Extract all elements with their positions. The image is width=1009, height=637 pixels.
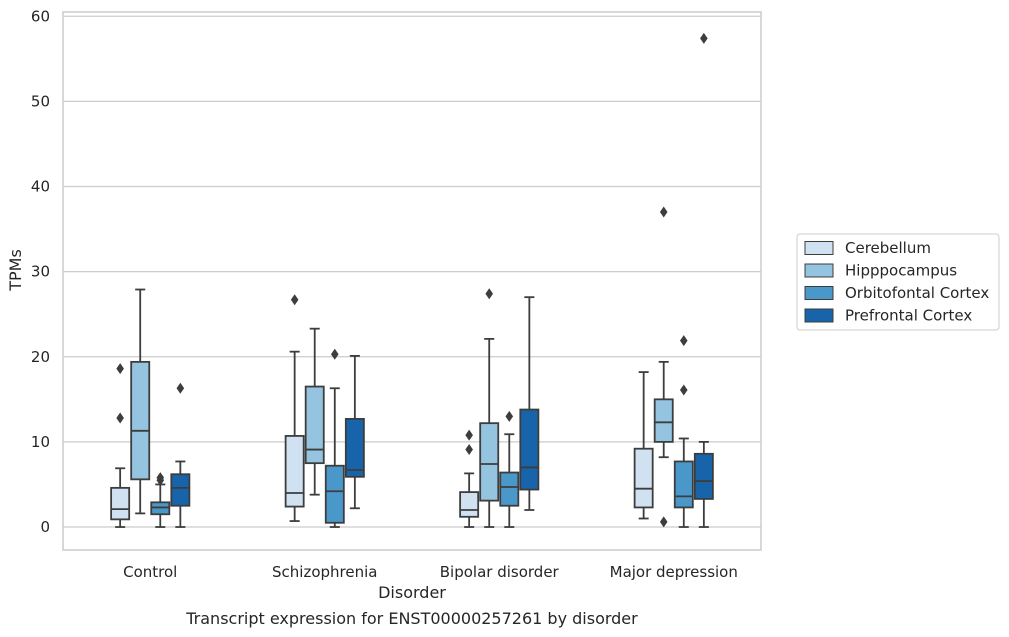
box-body xyxy=(653,398,674,443)
series-0 xyxy=(110,294,654,528)
y-tick-label-50: 50 xyxy=(31,92,50,110)
legend-label-3: Prefrontal Cortex xyxy=(845,307,972,325)
box-2-0 xyxy=(150,472,171,528)
box-3-1 xyxy=(344,355,365,510)
outlier-1 xyxy=(116,363,124,375)
x-tick-label-3: Major depression xyxy=(610,563,738,581)
x-tick-label-0: Control xyxy=(123,563,177,581)
box-body xyxy=(459,491,480,518)
series-1 xyxy=(130,206,674,528)
outlier-0 xyxy=(290,294,299,306)
box-body xyxy=(324,464,345,524)
box-3-2 xyxy=(519,296,540,511)
legend-swatch-1 xyxy=(804,263,834,278)
box-body xyxy=(499,471,520,507)
legend-label-1: Hipppocampus xyxy=(845,262,957,280)
box-2-2 xyxy=(499,410,520,528)
box-body xyxy=(130,360,151,481)
y-tick-label-30: 30 xyxy=(31,263,50,281)
box-1-3 xyxy=(653,206,674,528)
box-body xyxy=(304,385,325,465)
box-0-1 xyxy=(284,294,305,522)
y-tick-label-10: 10 xyxy=(31,433,50,451)
box-series xyxy=(110,32,714,528)
legend-swatch-2 xyxy=(804,286,834,300)
outlier-0 xyxy=(116,412,124,424)
outlier-0 xyxy=(505,410,514,422)
gridlines xyxy=(63,15,761,528)
outlier-0 xyxy=(679,384,688,396)
outlier-0 xyxy=(700,32,708,44)
box-body xyxy=(284,435,305,508)
outlier-1 xyxy=(156,472,165,484)
legend-frame xyxy=(796,233,1000,331)
outlier-0 xyxy=(465,444,473,456)
y-axis-label: TPMs xyxy=(6,249,25,292)
box-0-3 xyxy=(633,371,654,520)
box-body xyxy=(110,486,131,521)
legend: Cerebellum Hipppocampus Orbitofontal Corte… xyxy=(796,233,1000,331)
chart-caption: Transcript expression for ENST0000025726… xyxy=(185,609,638,628)
box-2-3 xyxy=(673,335,694,528)
series-2 xyxy=(150,335,694,528)
box-body xyxy=(479,422,500,502)
outlier-1 xyxy=(659,206,668,218)
plot-frame xyxy=(62,11,762,551)
y-tick-label-0: 0 xyxy=(40,518,50,536)
box-body xyxy=(673,460,694,509)
outlier-0 xyxy=(330,348,339,360)
legend-swatch-3 xyxy=(804,308,834,323)
outlier-0 xyxy=(485,288,494,300)
box-3-0 xyxy=(170,382,191,528)
box-1-0 xyxy=(130,288,151,515)
outlier-0 xyxy=(176,382,185,394)
x-axis-label: Disorder xyxy=(378,583,446,602)
box-1-1 xyxy=(304,327,325,496)
box-0-2 xyxy=(459,429,480,528)
legend-swatch-0 xyxy=(804,241,834,255)
box-3-3 xyxy=(693,32,714,528)
box-1-2 xyxy=(479,288,500,528)
outlier-0 xyxy=(659,516,668,528)
legend-label-0: Cerebellum xyxy=(845,239,931,257)
x-tick-label-2: Bipolar disorder xyxy=(440,563,560,581)
box-body xyxy=(633,447,654,509)
box-body xyxy=(344,418,365,478)
y-tick-label-40: 40 xyxy=(31,178,50,196)
x-tick-label-1: Schizophrenia xyxy=(272,563,377,581)
series-3 xyxy=(170,32,714,528)
y-tick-label-20: 20 xyxy=(31,348,50,366)
box-body xyxy=(693,452,714,500)
y-tick-label-60: 60 xyxy=(31,7,50,25)
box-2-1 xyxy=(324,348,345,528)
box-body xyxy=(170,473,191,507)
box-body xyxy=(519,408,540,491)
y-axis-ticks: 0 10 20 30 40 50 60 xyxy=(31,7,50,536)
x-axis-ticks: Control Schizophrenia Bipolar disorder Majo… xyxy=(123,563,738,581)
outlier-1 xyxy=(679,335,688,347)
legend-label-2: Orbitofontal Cortex xyxy=(845,284,989,302)
box-0-0 xyxy=(110,363,131,528)
outlier-1 xyxy=(465,429,473,441)
